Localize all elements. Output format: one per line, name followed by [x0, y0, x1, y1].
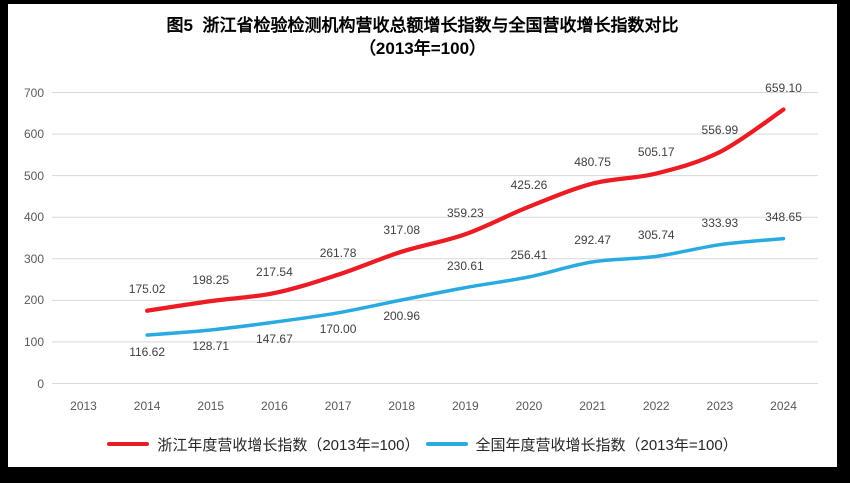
- chart-title-line2: （2013年=100）: [358, 39, 487, 58]
- series-lines: [145, 107, 786, 337]
- blue-line-swatch-icon: [425, 442, 468, 446]
- chart-title: 图5 浙江省检验检测机构营收总额增长指数与全国营收增长指数对比 （2013年=1…: [8, 14, 837, 60]
- series-line-zhejiang: [145, 107, 786, 313]
- chart-background: [8, 4, 837, 467]
- series-line-national: [145, 236, 786, 337]
- legend-label-zhejiang: 浙江年度营收增长指数（2013年=100）: [157, 436, 420, 454]
- chart-title-line1: 图5 浙江省检验检测机构营收总额增长指数与全国营收增长指数对比: [166, 16, 679, 35]
- red-line-swatch-icon: [107, 442, 150, 446]
- legend-label-national: 全国年度营收增长指数（2013年=100）: [475, 436, 738, 454]
- legend-item-zhejiang: 浙江年度营收增长指数（2013年=100）: [107, 434, 420, 455]
- legend-item-national: 全国年度营收增长指数（2013年=100）: [425, 434, 738, 455]
- gridlines: [52, 92, 818, 384]
- legend: 浙江年度营收增长指数（2013年=100） 全国年度营收增长指数（2013年=1…: [8, 433, 837, 455]
